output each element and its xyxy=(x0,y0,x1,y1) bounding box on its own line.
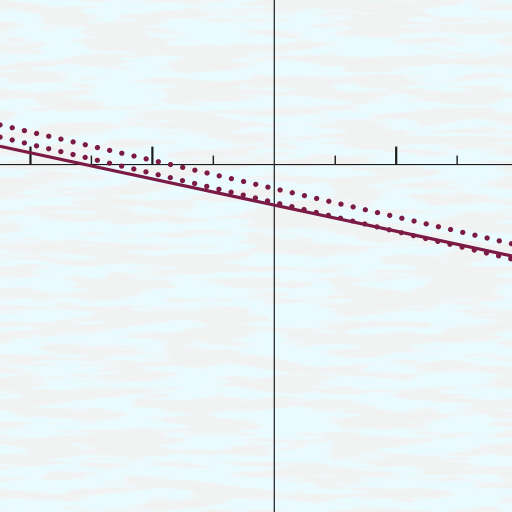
series-layer xyxy=(0,122,512,262)
dotted-line-series-3 xyxy=(0,134,512,262)
dotted-line-series-2 xyxy=(0,122,512,247)
